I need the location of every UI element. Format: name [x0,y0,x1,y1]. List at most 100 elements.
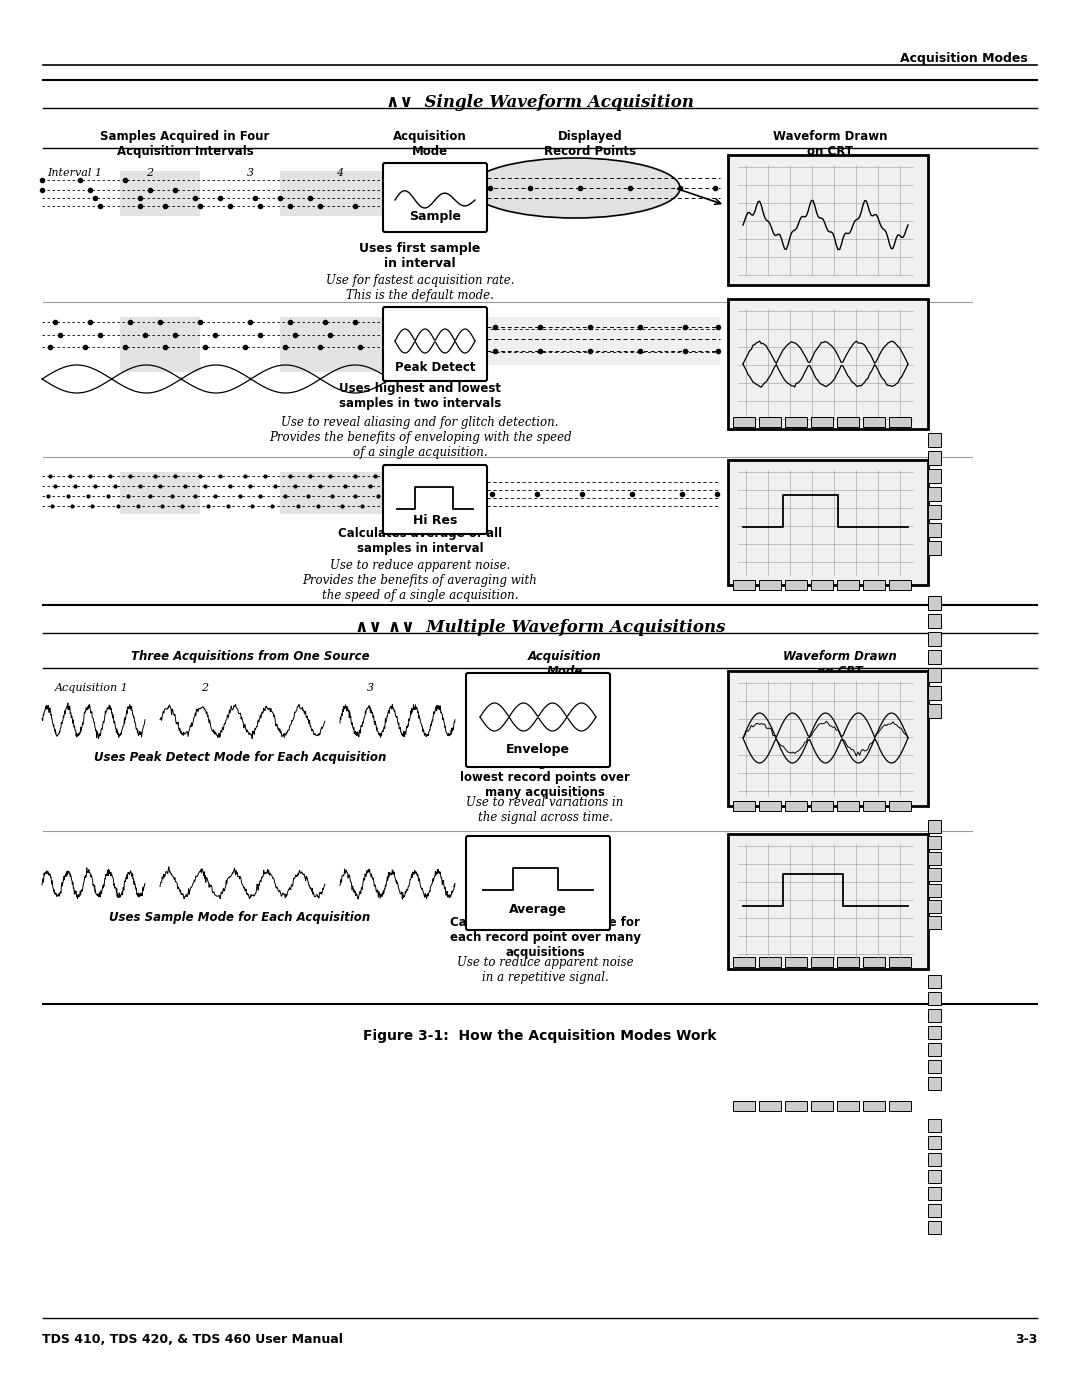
Bar [728,834,928,970]
Text: Envelope: Envelope [507,743,570,756]
Bar [733,580,755,590]
Bar [889,416,912,427]
Bar [928,1060,941,1073]
Bar [928,504,941,520]
FancyBboxPatch shape [465,835,610,930]
Text: Waveform Drawn
on CRT: Waveform Drawn on CRT [773,130,888,158]
Bar [811,957,833,967]
Bar [733,957,755,967]
Text: ∧∨  Single Waveform Acquisition: ∧∨ Single Waveform Acquisition [386,94,694,110]
Bar [928,820,941,833]
Text: Displayed
Record Points: Displayed Record Points [544,130,636,158]
Bar [759,580,781,590]
Text: 4: 4 [337,168,343,177]
Bar [928,650,941,664]
Bar [928,835,941,849]
Bar [837,580,859,590]
Bar [928,597,941,610]
Text: Samples Acquired in Four
Acquisition Intervals: Samples Acquired in Four Acquisition Int… [100,130,270,158]
Bar [928,1171,941,1183]
Bar [928,1009,941,1023]
Text: Calculates average of all
samples in interval: Calculates average of all samples in int… [338,527,502,555]
Bar [928,884,941,897]
Bar [120,170,200,217]
Bar [785,416,807,427]
Bar [280,472,390,514]
Bar [928,975,941,988]
Bar [785,580,807,590]
Bar [487,317,720,365]
Bar [928,469,941,483]
Text: Waveform Drawn
on CRT: Waveform Drawn on CRT [783,650,896,678]
Bar [811,416,833,427]
Bar [928,1025,941,1039]
FancyBboxPatch shape [383,163,487,232]
Bar [837,416,859,427]
Text: Acquisition 1: Acquisition 1 [55,683,129,693]
Text: Acquisition
Mode: Acquisition Mode [528,650,602,678]
Bar [733,800,755,812]
FancyBboxPatch shape [465,673,610,767]
Text: Uses Peak Detect Mode for Each Acquisition: Uses Peak Detect Mode for Each Acquisiti… [94,752,387,764]
Bar [837,957,859,967]
Bar [837,1101,859,1111]
Bar [811,580,833,590]
FancyBboxPatch shape [383,307,487,381]
FancyBboxPatch shape [383,465,487,534]
Bar [120,472,200,514]
Bar [759,1101,781,1111]
Text: Uses Sample Mode for Each Acquisition: Uses Sample Mode for Each Acquisition [109,911,370,923]
Text: Sample: Sample [409,210,461,224]
Bar [928,451,941,465]
Text: TDS 410, TDS 420, & TDS 460 User Manual: TDS 410, TDS 420, & TDS 460 User Manual [42,1333,342,1345]
Bar [928,1077,941,1090]
Bar [928,631,941,645]
Bar [928,1204,941,1217]
Text: Average: Average [509,902,567,916]
Text: Three Acquisitions from One Source: Three Acquisitions from One Source [131,650,369,664]
Bar [759,800,781,812]
Bar [928,992,941,1004]
Text: 3: 3 [246,168,254,177]
Bar [863,800,885,812]
Bar [928,1044,941,1056]
Bar [928,1119,941,1132]
Bar [889,580,912,590]
Text: Hi Res: Hi Res [413,514,457,527]
Bar [928,852,941,865]
Bar [928,916,941,929]
Text: Calculates average value for
each record point over many
acquisitions: Calculates average value for each record… [449,916,640,958]
Bar [863,1101,885,1111]
Text: Uses highest and lowest
samples in two intervals: Uses highest and lowest samples in two i… [339,381,501,409]
Text: ∧∨ ∧∨  Multiple Waveform Acquisitions: ∧∨ ∧∨ Multiple Waveform Acquisitions [354,619,726,636]
Bar [928,704,941,718]
Ellipse shape [470,158,680,218]
Bar [811,1101,833,1111]
Bar [928,686,941,700]
Text: Figure 3-1:  How the Acquisition Modes Work: Figure 3-1: How the Acquisition Modes Wo… [363,1030,717,1044]
Bar [811,800,833,812]
Bar [928,615,941,629]
Bar [928,668,941,682]
Bar [863,580,885,590]
Text: Use for fastest acquisition rate.
This is the default mode.: Use for fastest acquisition rate. This i… [326,274,514,302]
Text: Peak Detect: Peak Detect [395,360,475,374]
Bar [733,416,755,427]
Text: Interval 1: Interval 1 [48,168,102,177]
Text: Use to reduce apparent noise.
Provides the benefits of averaging with
the speed : Use to reduce apparent noise. Provides t… [302,559,538,602]
Bar [863,416,885,427]
Text: 2: 2 [147,168,153,177]
Bar [120,317,200,372]
Bar [928,433,941,447]
Bar [863,957,885,967]
Bar [280,317,390,372]
Bar [759,957,781,967]
Text: 2: 2 [202,683,208,693]
Bar [728,155,928,285]
Bar [728,460,928,585]
Text: Use to reveal aliasing and for glitch detection.
Provides the benefits of envelo: Use to reveal aliasing and for glitch de… [269,416,571,460]
Bar [928,1221,941,1234]
Text: Use to reduce apparent noise
in a repetitive signal.: Use to reduce apparent noise in a repeti… [457,956,633,983]
Bar [280,170,390,217]
Text: Use to reveal variations in
the signal across time.: Use to reveal variations in the signal a… [467,796,623,824]
